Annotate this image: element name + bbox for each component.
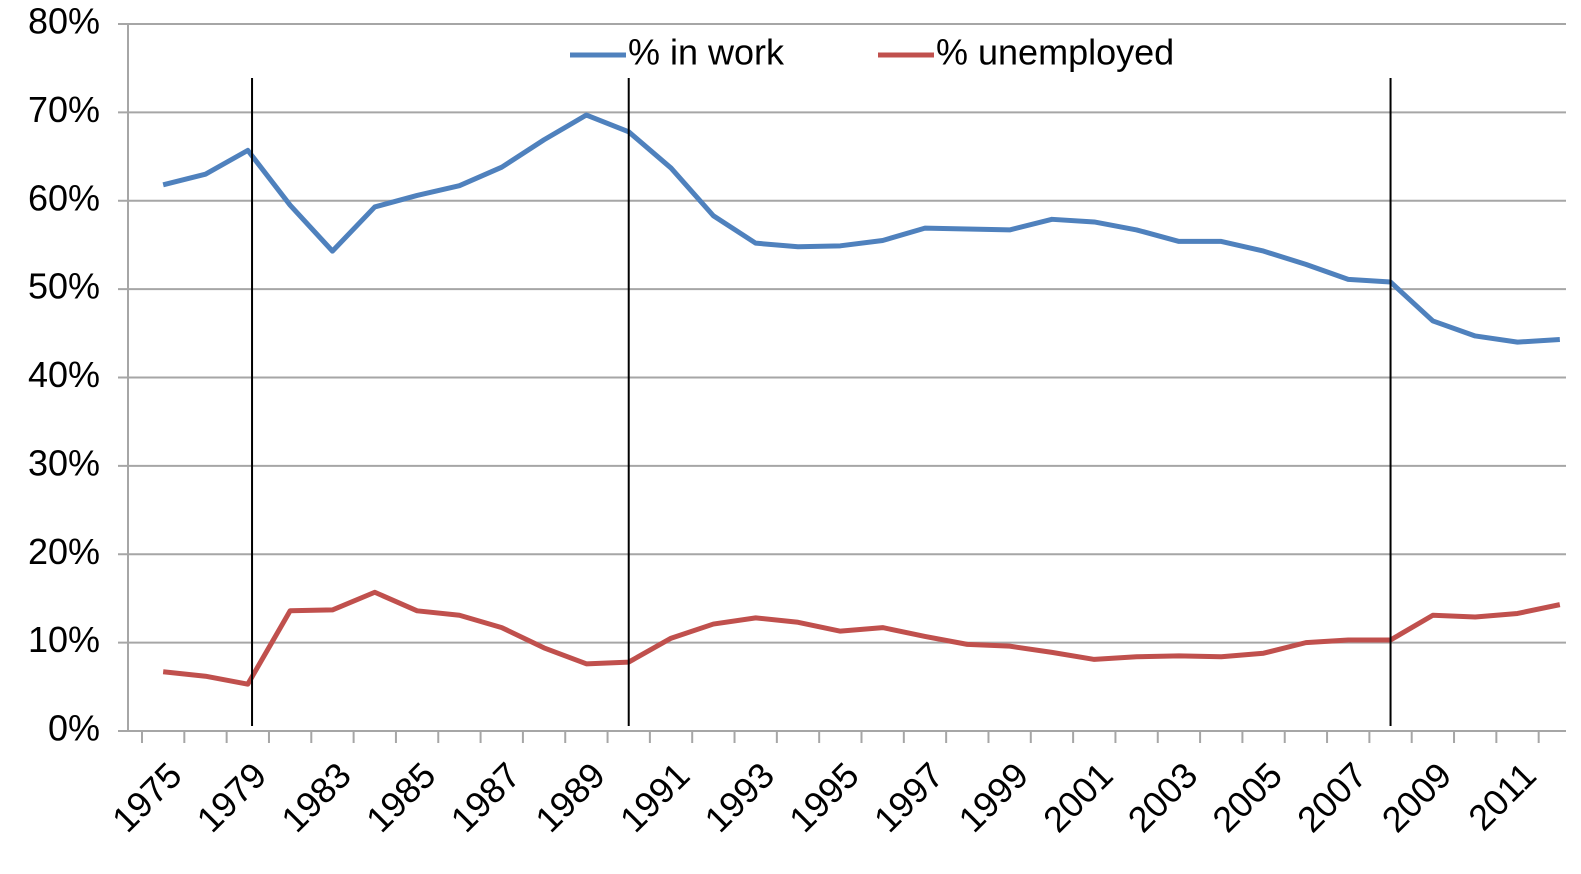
y-tick-label: 20%: [28, 531, 100, 572]
x-tick-label: 1975: [104, 754, 190, 840]
legend-label: % in work: [628, 32, 785, 73]
x-tick-label: 1983: [273, 754, 359, 840]
x-tick-label: 1987: [443, 754, 529, 840]
x-tick-label: 1995: [781, 754, 867, 840]
x-tick-label: 2003: [1120, 754, 1206, 840]
series-line: [162, 589, 1561, 687]
y-tick-label: 30%: [28, 442, 100, 483]
series-line: [162, 112, 1560, 345]
y-tick-label: 10%: [28, 619, 100, 660]
y-tick-label: 60%: [28, 177, 100, 218]
x-tick-label: 2005: [1204, 754, 1290, 840]
x-tick-label: 1999: [950, 754, 1036, 840]
legend-label: % unemployed: [936, 32, 1174, 73]
x-tick-label: 1991: [612, 754, 698, 840]
y-tick-label: 0%: [48, 708, 100, 749]
x-tick-label: 2001: [1035, 754, 1121, 840]
x-tick-label: 2007: [1289, 754, 1375, 840]
x-tick-label: 1997: [866, 754, 952, 840]
x-tick-label: 1985: [358, 754, 444, 840]
y-tick-label: 80%: [28, 1, 100, 42]
x-tick-label: 2009: [1374, 754, 1460, 840]
y-tick-label: 40%: [28, 354, 100, 395]
x-tick-label: 1993: [696, 754, 782, 840]
y-tick-label: 70%: [28, 89, 100, 130]
x-tick-label: 1989: [527, 754, 613, 840]
x-tick-label: 2011: [1460, 754, 1544, 838]
y-tick-label: 50%: [28, 266, 100, 307]
x-tick-label: 1979: [189, 754, 275, 840]
